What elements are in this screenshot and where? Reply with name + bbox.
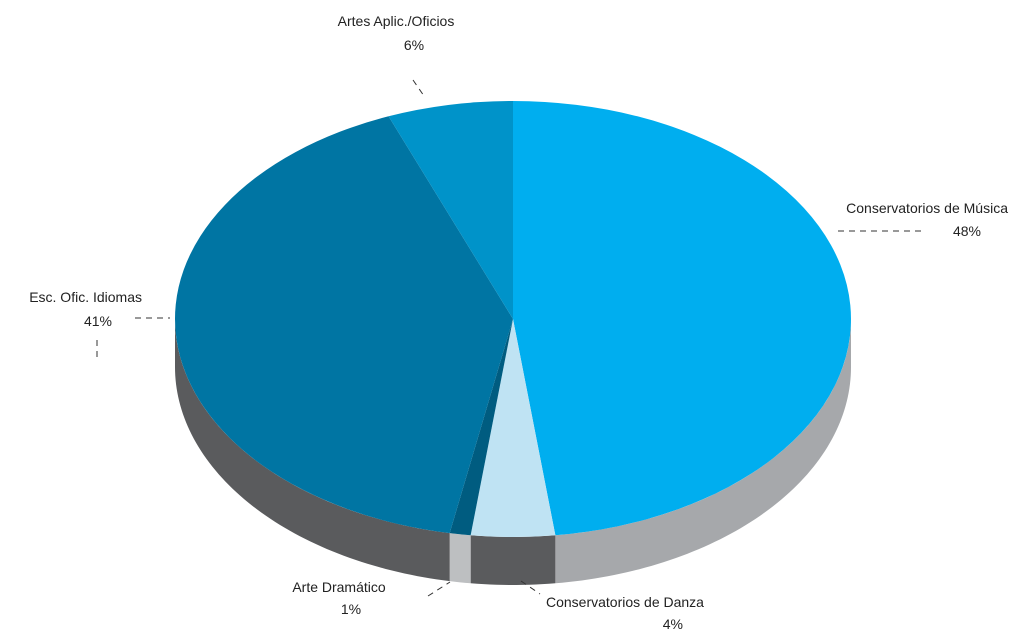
leader-line-dramatico bbox=[427, 581, 451, 597]
pie-slice-artes-aplic-oficios bbox=[388, 101, 513, 319]
pie-sides bbox=[175, 319, 851, 585]
slice-value-musica: 48% bbox=[953, 223, 981, 239]
slice-label-idiomas: Esc. Ofic. Idiomas bbox=[29, 289, 142, 305]
slice-label-artes: Artes Aplic./Oficios bbox=[338, 13, 455, 29]
slice-label-dramatico: Arte Dramático bbox=[292, 579, 386, 595]
pie-side-arte-dramatico bbox=[449, 533, 471, 584]
slice-value-idiomas: 41% bbox=[84, 313, 112, 329]
slice-value-dramatico: 1% bbox=[341, 601, 361, 617]
pie-side-conservatorios-de-danza bbox=[470, 535, 556, 585]
pie-side-conservatorios-de-musica bbox=[555, 319, 851, 584]
leader-lines bbox=[96, 79, 922, 597]
slice-labels: Conservatorios de Música 48% Conservator… bbox=[29, 13, 1008, 632]
slice-value-danza: 4% bbox=[663, 616, 683, 632]
slice-label-danza: Conservatorios de Danza bbox=[546, 594, 704, 610]
leader-line-danza bbox=[520, 580, 541, 595]
leader-line-artes bbox=[412, 79, 425, 97]
pie-slice-arte-dramatico bbox=[449, 319, 513, 536]
slice-value-artes: 6% bbox=[404, 37, 424, 53]
pie-slice-esc-ofic-idiomas bbox=[174, 116, 514, 534]
slice-label-musica: Conservatorios de Música bbox=[846, 200, 1008, 216]
pie-slice-conservatorios-de-musica bbox=[513, 101, 851, 536]
pie-tops bbox=[174, 101, 851, 537]
pie-slice-conservatorios-de-danza bbox=[470, 319, 556, 537]
pie-side-esc-ofic-idiomas bbox=[175, 319, 450, 582]
